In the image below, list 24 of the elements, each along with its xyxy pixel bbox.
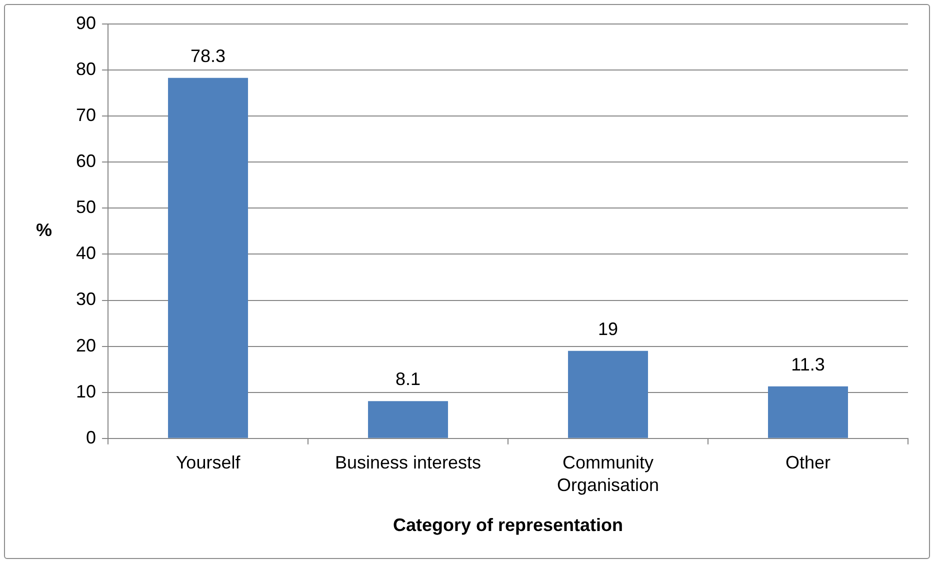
- bar: [168, 78, 248, 438]
- data-label: 11.3: [791, 354, 825, 374]
- bar: [768, 386, 848, 438]
- y-tick-label: 40: [76, 243, 96, 264]
- data-label: 78.3: [190, 46, 226, 66]
- y-tick-label: 80: [76, 59, 96, 80]
- x-tick-label: Business interests: [334, 452, 482, 473]
- x-tick-label: Other: [785, 452, 831, 473]
- y-tick-label: 20: [76, 335, 96, 356]
- bar: [568, 350, 648, 438]
- y-tick-label: 70: [76, 105, 96, 126]
- y-axis-title: %: [36, 220, 52, 240]
- y-tick-label: 30: [76, 289, 96, 310]
- y-tick-label: 60: [76, 151, 96, 172]
- y-tick-label: 10: [76, 381, 96, 402]
- x-axis-title: Category of representation: [392, 515, 624, 536]
- bar: [368, 401, 448, 438]
- x-tick-label: Community Organisation: [556, 452, 660, 496]
- data-label: 8.1: [396, 369, 421, 390]
- x-tick-label: Yourself: [176, 452, 242, 473]
- y-tick-label: 90: [76, 12, 96, 33]
- y-tick-label: 50: [76, 197, 96, 218]
- y-tick-label: 0: [86, 427, 96, 448]
- data-label: 19: [598, 318, 618, 339]
